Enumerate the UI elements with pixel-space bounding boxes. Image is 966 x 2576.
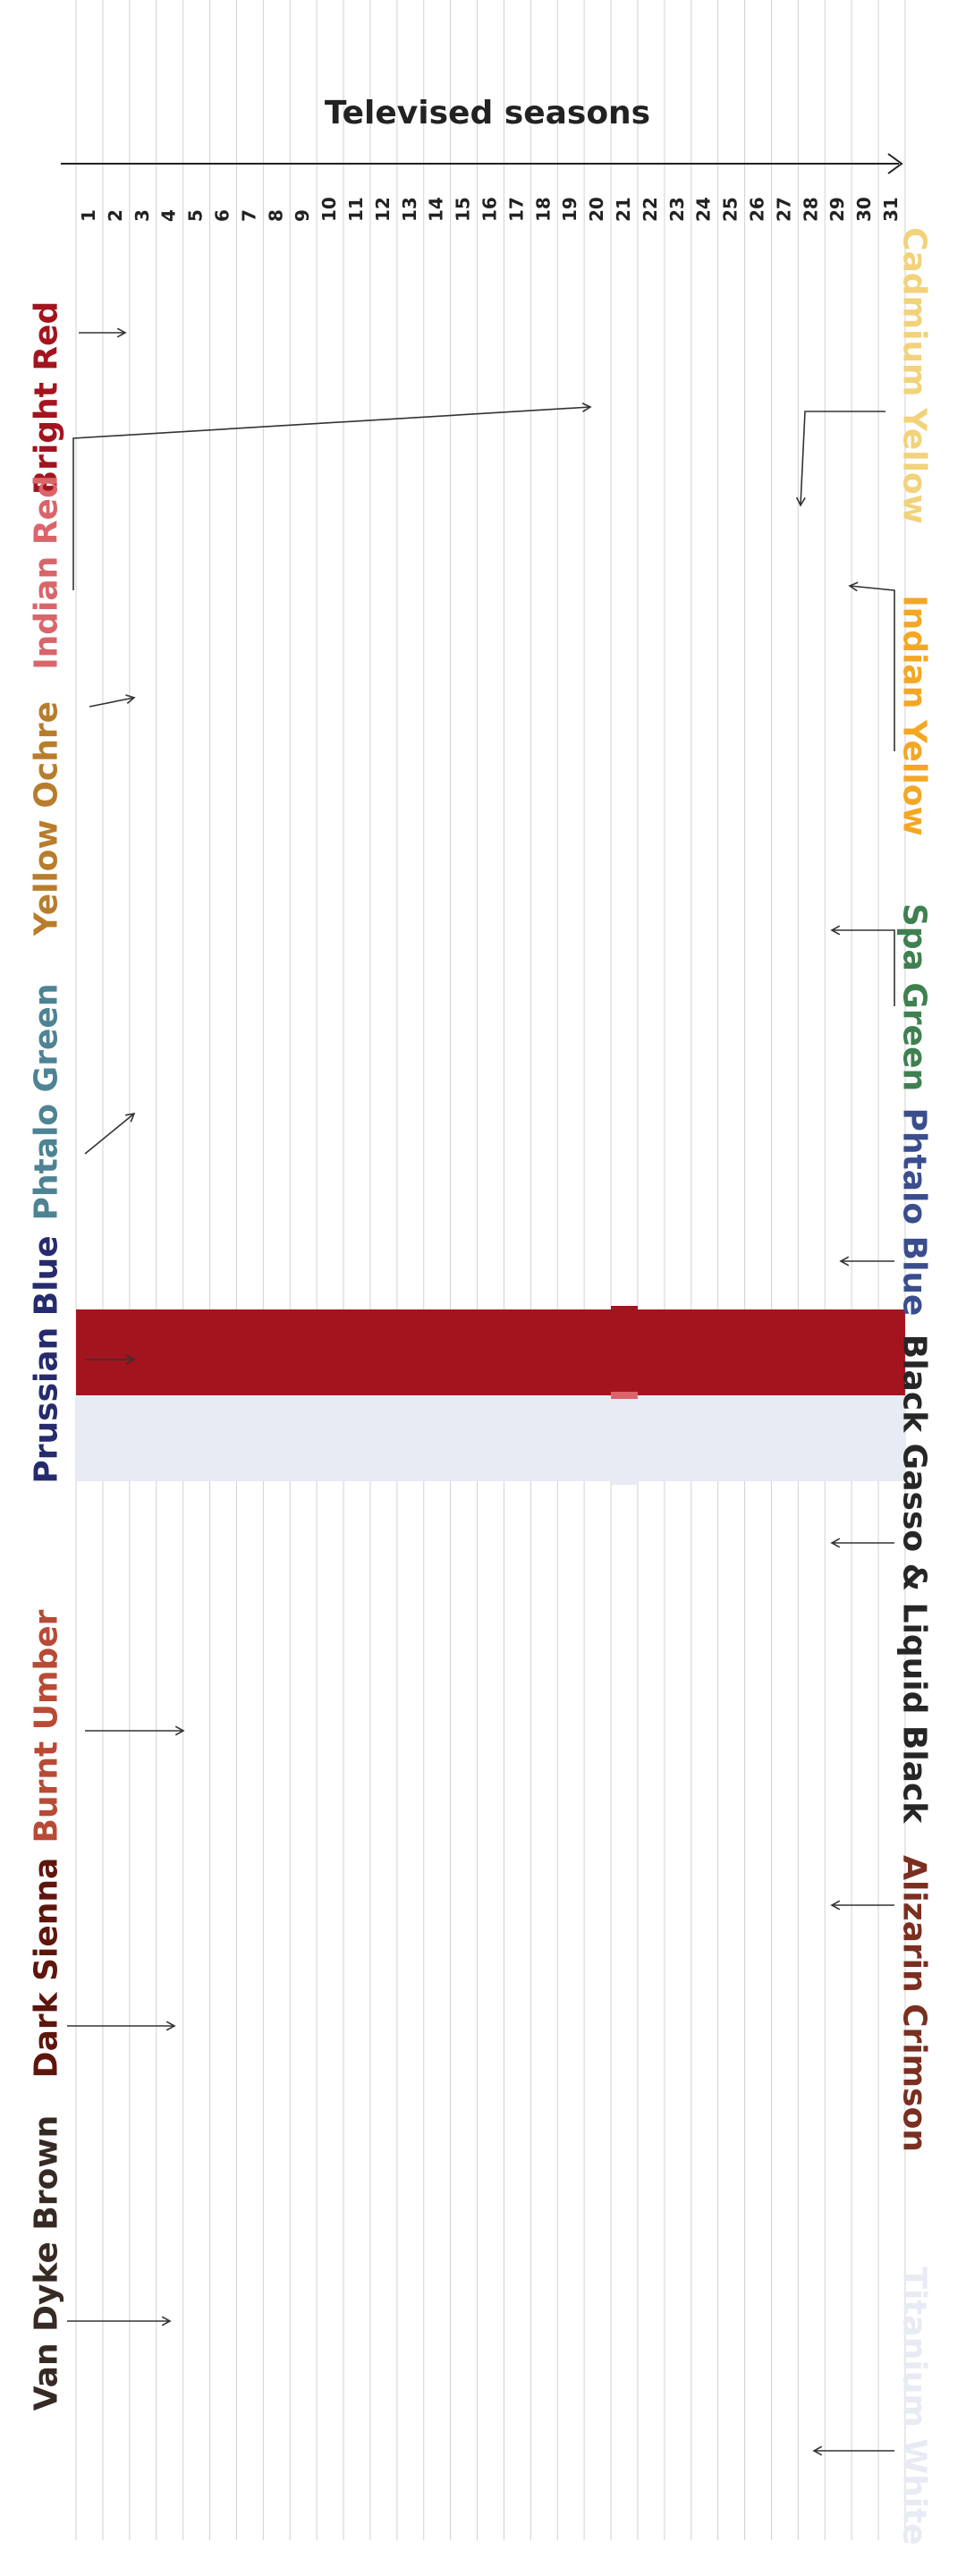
series-label: Cadmium Yellow [896, 227, 933, 524]
x-tick-label: 8 [265, 209, 286, 222]
series-label: Phtalo Green [29, 984, 65, 1221]
series-labels: Bright Red Cadmium Yellow Indian Red Indian… [29, 227, 933, 2546]
arrow-head-icon [581, 402, 592, 412]
x-tick-label: 6 [212, 209, 233, 222]
x-tick-label: 24 [693, 197, 715, 222]
label-arrow [800, 411, 886, 506]
streams [76, 1306, 905, 1485]
arrow-head-icon [830, 1900, 841, 1911]
x-tick-label: 14 [426, 197, 447, 222]
arrow-head-icon [174, 1725, 185, 1736]
arrow-head-icon [830, 925, 841, 936]
x-tick-label: 30 [853, 197, 875, 222]
arrow-head-icon [116, 327, 127, 338]
x-tick-label: 28 [800, 197, 821, 222]
label-arrow [832, 929, 895, 1006]
series-label: Spa Green [896, 903, 933, 1091]
x-tick-label: 16 [479, 197, 501, 222]
x-tick-label: 1 [78, 209, 99, 222]
series-label: Burnt Umber [29, 1609, 65, 1843]
x-tick-label: 18 [532, 197, 554, 222]
x-tick-label: 4 [158, 209, 180, 222]
series-label: Van Dyke Brown [29, 2115, 65, 2411]
x-tick-label: 27 [773, 197, 794, 222]
x-tick-label: 7 [238, 209, 259, 222]
x-tick-label: 9 [292, 209, 313, 222]
series-label: Phtalo Blue [896, 1108, 933, 1317]
x-tick-label: 22 [640, 197, 661, 222]
arrow-head-icon [165, 2021, 176, 2031]
x-tick-label: 13 [399, 197, 420, 222]
arrow-head-icon [125, 1354, 136, 1365]
x-tick-label: 23 [666, 197, 688, 222]
label-arrow [72, 406, 591, 590]
x-tick-label: 31 [880, 197, 902, 222]
x-axis: Televised seasons [61, 95, 903, 174]
series-label: Indian Yellow [896, 595, 933, 835]
stream-bright-red [76, 1306, 905, 1395]
x-tick-label: 29 [826, 197, 848, 222]
arrow-head-icon [839, 1256, 850, 1267]
arrow-head-icon [161, 2316, 172, 2326]
x-tick-label: 25 [720, 197, 741, 222]
arrow-head-icon [125, 1112, 136, 1123]
x-tick-labels: 1 2 3 4 5 6 7 8 9 10 11 12 13 14 15 16 17 18 19 20 21 22 23 24 2… [78, 197, 902, 222]
series-label: Dark Sienna [29, 1858, 65, 2079]
series-label: Titanium White [896, 2267, 933, 2545]
arrow-head-icon [812, 2445, 823, 2456]
label-arrows [67, 327, 895, 2456]
arrow-head-icon [848, 581, 859, 592]
axis-arrow-icon [887, 153, 903, 174]
x-tick-label: 19 [559, 197, 580, 222]
series-label: Black Gasso & Liquid Black [896, 1335, 933, 1825]
series-label: Prussian Blue [29, 1235, 65, 1483]
x-tick-label: 20 [586, 197, 607, 222]
x-tick-label: 10 [318, 197, 340, 222]
x-tick-label: 26 [747, 197, 768, 222]
x-tick-label: 5 [185, 209, 207, 222]
x-tick-label: 21 [613, 197, 634, 222]
label-arrow [89, 697, 135, 708]
arrow-head-icon [795, 496, 806, 507]
axis-title: Televised seasons [325, 95, 650, 131]
label-arrow [849, 585, 895, 751]
x-tick-label: 17 [505, 197, 527, 222]
x-tick-label: 2 [105, 209, 126, 222]
arrow-head-icon [830, 1538, 841, 1548]
series-label: Bright Red [29, 301, 65, 496]
x-tick-label: 3 [131, 209, 153, 222]
x-tick-label: 12 [372, 197, 394, 222]
series-label: Indian Red [29, 475, 65, 670]
grid-lines [75, 0, 906, 2540]
label-arrow [84, 1113, 135, 1155]
series-label: Alizarin Crimson [896, 1855, 933, 2152]
series-label: Yellow Ochre [29, 701, 65, 936]
stream-titanium-white [76, 1395, 905, 1485]
x-tick-label: 11 [345, 197, 367, 222]
arrow-head-icon [125, 694, 136, 705]
x-tick-label: 15 [453, 197, 474, 222]
